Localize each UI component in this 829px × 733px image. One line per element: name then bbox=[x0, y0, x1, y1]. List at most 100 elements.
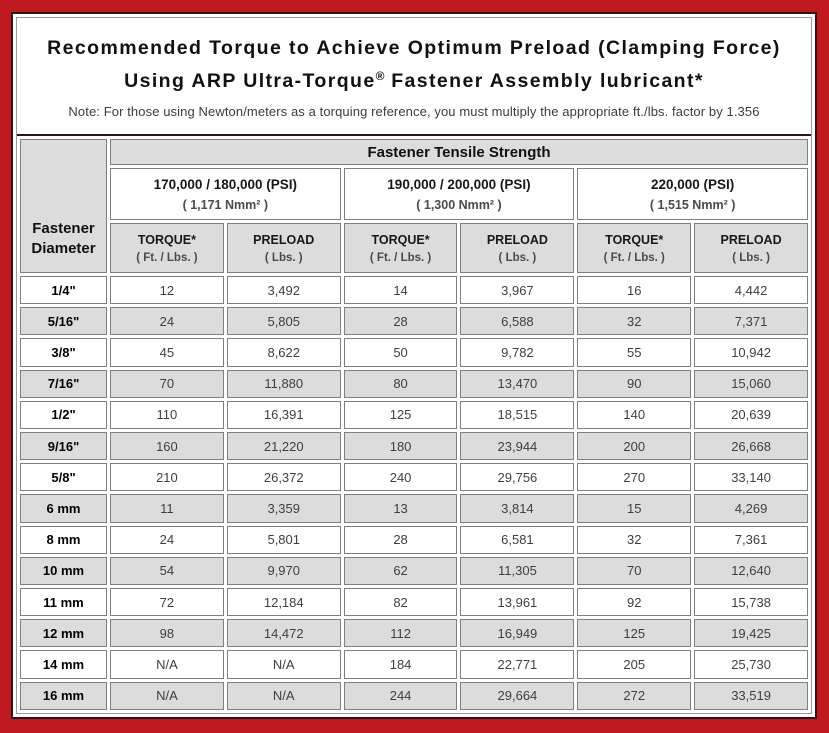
preload-value: 26,372 bbox=[226, 463, 341, 492]
torque-value: 244 bbox=[343, 681, 458, 710]
row-diameter: 12 mm bbox=[20, 619, 107, 648]
preload-value: 29,664 bbox=[460, 681, 575, 710]
preload-value: 9,782 bbox=[460, 338, 575, 367]
table-row: 1/4" 12 3,492 14 3,967 16 4,442 bbox=[20, 276, 808, 305]
preload-value: 11,305 bbox=[460, 556, 575, 586]
preload-value: 5,805 bbox=[226, 307, 341, 336]
preload-value: 25,730 bbox=[694, 650, 808, 679]
row-diameter: 3/8" bbox=[20, 338, 107, 367]
row-diameter: 11 mm bbox=[20, 588, 107, 617]
row-diameter: 14 mm bbox=[20, 650, 107, 679]
column-header-preload-2: PRELOAD ( Lbs. ) bbox=[460, 223, 575, 273]
preload-value: 15,738 bbox=[694, 588, 808, 617]
torque-label: TORQUE* bbox=[137, 233, 196, 247]
torque-value: 270 bbox=[577, 463, 692, 492]
row-diameter: 6 mm bbox=[20, 494, 107, 523]
row-diameter: 9/16" bbox=[20, 432, 107, 461]
header-row-torque-preload: TORQUE* ( Ft. / Lbs. ) PRELOAD ( Lbs. ) … bbox=[20, 223, 808, 273]
torque-value: 125 bbox=[343, 400, 458, 430]
registered-trademark-symbol: ® bbox=[375, 69, 385, 83]
torque-value: 50 bbox=[343, 338, 458, 367]
table-row: 8 mm 24 5,801 28 6,581 32 7,361 bbox=[20, 525, 808, 554]
nmm-rating: ( 1,300 Nmm² ) bbox=[416, 198, 502, 212]
preload-value: 7,371 bbox=[694, 307, 808, 336]
preload-value: 14,472 bbox=[226, 619, 341, 648]
psi-rating: 170,000 / 180,000 (PSI) bbox=[153, 177, 297, 192]
row-diameter: 1/4" bbox=[20, 276, 107, 305]
preload-value: 4,269 bbox=[694, 494, 808, 523]
torque-value: 140 bbox=[577, 400, 692, 430]
torque-value: 80 bbox=[343, 369, 458, 398]
preload-value: 3,492 bbox=[226, 276, 341, 305]
preload-value: 7,361 bbox=[694, 525, 808, 554]
torque-value: 82 bbox=[343, 588, 458, 617]
torque-value: 32 bbox=[577, 525, 692, 554]
nmm-rating: ( 1,515 Nmm² ) bbox=[649, 198, 736, 212]
torque-value: 16 bbox=[577, 276, 692, 305]
document-panel: Recommended Torque to Achieve Optimum Pr… bbox=[11, 12, 817, 719]
nmm-rating: ( 1,171 Nmm² ) bbox=[182, 198, 269, 212]
torque-value: 200 bbox=[577, 432, 692, 461]
torque-value: 98 bbox=[110, 619, 224, 648]
row-diameter: 7/16" bbox=[20, 369, 107, 398]
torque-value: 14 bbox=[343, 276, 458, 305]
torque-value: 92 bbox=[577, 588, 692, 617]
row-diameter: 5/8" bbox=[20, 463, 107, 492]
table-row: 12 mm 98 14,472 112 16,949 125 19,425 bbox=[20, 619, 808, 648]
preload-label: PRELOAD bbox=[486, 233, 548, 247]
preload-value: 19,425 bbox=[694, 619, 808, 648]
column-header-preload-3: PRELOAD ( Lbs. ) bbox=[694, 223, 808, 273]
corner-header-line-1: Fastener bbox=[32, 220, 95, 237]
preload-value: 6,581 bbox=[460, 525, 575, 554]
corner-header-fastener-diameter: Fastener Diameter bbox=[20, 139, 107, 273]
torque-value: 62 bbox=[343, 556, 458, 586]
torque-value: 55 bbox=[577, 338, 692, 367]
torque-value: 240 bbox=[343, 463, 458, 492]
note-text: Note: For those using Newton/meters as a… bbox=[68, 104, 760, 119]
torque-value: 272 bbox=[577, 681, 692, 710]
torque-value: 15 bbox=[577, 494, 692, 523]
inner-frame: Recommended Torque to Achieve Optimum Pr… bbox=[16, 17, 812, 714]
torque-value: 24 bbox=[110, 525, 224, 554]
preload-value: 23,944 bbox=[460, 432, 575, 461]
psi-rating: 220,000 (PSI) bbox=[651, 177, 735, 192]
torque-value: 160 bbox=[110, 432, 224, 461]
torque-value: 70 bbox=[110, 369, 224, 398]
row-diameter: 8 mm bbox=[20, 525, 107, 554]
header-row-psi-groups: 170,000 / 180,000 (PSI) ( 1,171 Nmm² ) 1… bbox=[20, 168, 808, 220]
torque-value: 54 bbox=[110, 556, 224, 586]
preload-value: 16,391 bbox=[226, 400, 341, 430]
title-line-1: Recommended Torque to Achieve Optimum Pr… bbox=[47, 37, 781, 59]
torque-label: TORQUE* bbox=[371, 233, 430, 247]
torque-value: 205 bbox=[577, 650, 692, 679]
header-fastener-tensile-strength: Fastener Tensile Strength bbox=[110, 139, 808, 165]
group-header-220-psi: 220,000 (PSI) ( 1,515 Nmm² ) bbox=[577, 168, 808, 220]
preload-value: 8,622 bbox=[226, 338, 341, 367]
table-row: 5/16" 24 5,805 28 6,588 32 7,371 bbox=[20, 307, 808, 336]
preload-label: PRELOAD bbox=[720, 233, 782, 247]
preload-value: 6,588 bbox=[460, 307, 575, 336]
torque-unit: ( Ft. / Lbs. ) bbox=[369, 252, 432, 264]
torque-value: N/A bbox=[110, 681, 224, 710]
table-row: 9/16" 160 21,220 180 23,944 200 26,668 bbox=[20, 432, 808, 461]
title-line-2: Using ARP Ultra-Torque® Fastener Assembl… bbox=[25, 62, 803, 95]
preload-value: N/A bbox=[226, 681, 341, 710]
preload-unit: ( Lbs. ) bbox=[498, 252, 537, 264]
torque-value: 12 bbox=[110, 276, 224, 305]
torque-table: Fastener Diameter Fastener Tensile Stren… bbox=[17, 134, 811, 713]
preload-value: 22,771 bbox=[460, 650, 575, 679]
torque-value: 24 bbox=[110, 307, 224, 336]
torque-value: N/A bbox=[110, 650, 224, 679]
table-row: 3/8" 45 8,622 50 9,782 55 10,942 bbox=[20, 338, 808, 367]
torque-value: 112 bbox=[343, 619, 458, 648]
column-header-torque-1: TORQUE* ( Ft. / Lbs. ) bbox=[110, 223, 224, 273]
group-header-170-180-psi: 170,000 / 180,000 (PSI) ( 1,171 Nmm² ) bbox=[110, 168, 341, 220]
table-row: 7/16" 70 11,880 80 13,470 90 15,060 bbox=[20, 369, 808, 398]
preload-value: 18,515 bbox=[460, 400, 575, 430]
table-row: 16 mm N/A N/A 244 29,664 272 33,519 bbox=[20, 681, 808, 710]
torque-value: 125 bbox=[577, 619, 692, 648]
preload-label: PRELOAD bbox=[253, 233, 315, 247]
preload-value: 3,814 bbox=[460, 494, 575, 523]
preload-value: 16,949 bbox=[460, 619, 575, 648]
preload-value: 4,442 bbox=[694, 276, 808, 305]
